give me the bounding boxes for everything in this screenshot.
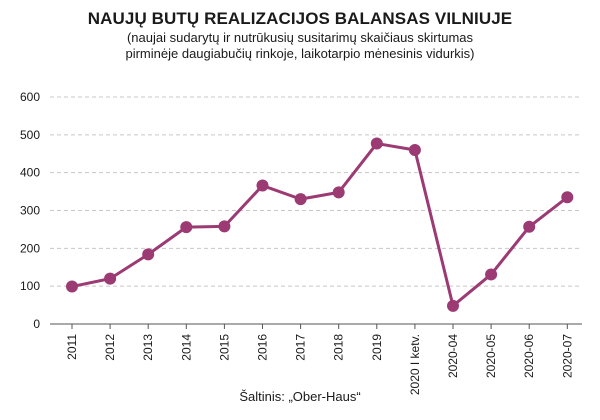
x-tick-label: 2014 — [179, 334, 193, 361]
y-tick-label: 200 — [20, 241, 40, 255]
data-point — [180, 221, 193, 234]
data-point — [256, 179, 269, 192]
data-point — [218, 220, 231, 233]
y-tick-label: 0 — [33, 317, 40, 331]
series-line — [71, 142, 569, 308]
data-point — [523, 220, 536, 233]
x-tick-label: 2020-06 — [522, 334, 536, 378]
data-point — [66, 280, 78, 293]
x-tick-label: 2016 — [256, 334, 270, 361]
y-tick-label: 300 — [20, 204, 40, 218]
chart-title: NAUJŲ BUTŲ REALIZACIJOS BALANSAS VILNIUJ… — [87, 9, 513, 28]
data-point — [332, 186, 345, 199]
x-tick-label: 2020-07 — [560, 334, 574, 378]
x-tick-label: 2019 — [370, 334, 384, 361]
data-point — [408, 143, 421, 156]
y-tick-label: 500 — [20, 128, 40, 142]
x-tick-label: 2015 — [217, 334, 231, 361]
x-tick-label: 2018 — [332, 334, 346, 361]
data-point — [561, 191, 574, 204]
data-point — [485, 268, 498, 281]
x-tick-label: 2017 — [294, 334, 308, 361]
subtitle-line-1: (naujai sudarytų ir nutrūkusių susitarim… — [126, 30, 474, 45]
y-tick-label: 100 — [20, 279, 40, 293]
subtitle-line-2: pirminėje daugiabučių rinkoje, laikotarp… — [125, 46, 475, 61]
data-point — [142, 248, 155, 261]
chart-subtitle: (naujai sudarytų ir nutrūkusių susitarim… — [0, 30, 600, 62]
data-point — [370, 137, 383, 150]
x-tick-label: 2012 — [103, 334, 117, 361]
x-tick-label: 2020-04 — [446, 334, 460, 378]
x-tick-label: 2013 — [141, 334, 155, 361]
data-point — [447, 299, 459, 312]
y-tick-label: 600 — [20, 90, 40, 104]
y-tick-label: 400 — [20, 166, 40, 180]
x-tick-label: 2020 I ketv. — [408, 334, 422, 395]
data-point — [104, 272, 117, 285]
x-tick-label: 2011 — [65, 334, 79, 360]
x-tick-label: 2020-05 — [484, 334, 498, 378]
data-point — [294, 193, 307, 206]
source-note: Šaltinis: „Ober-Haus“ — [239, 389, 361, 404]
